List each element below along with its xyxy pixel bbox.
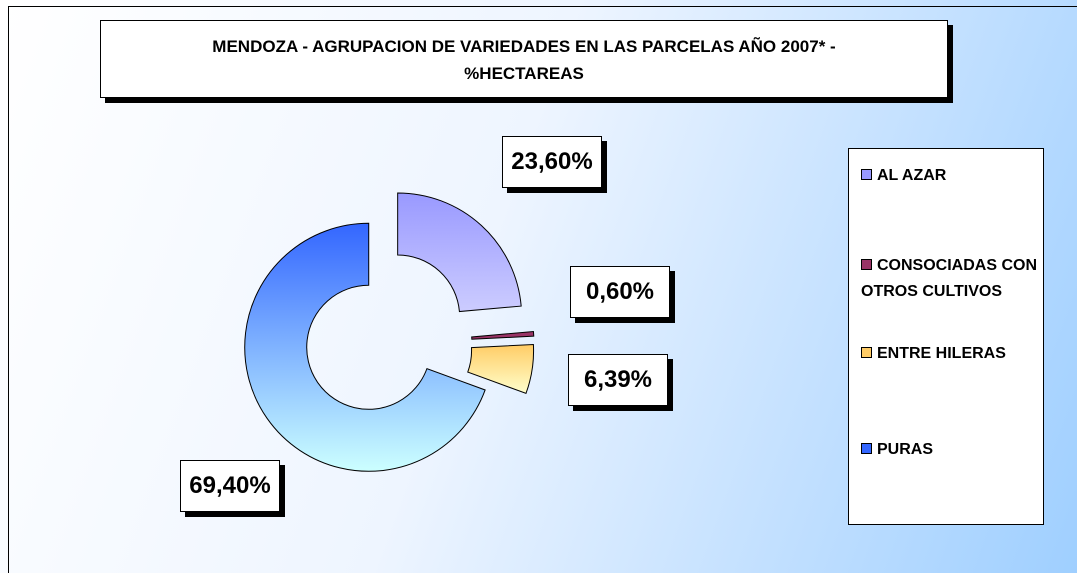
donut-slice (244, 222, 486, 472)
chart-title: MENDOZA - AGRUPACION DE VARIEDADES EN LA… (100, 20, 948, 98)
legend-label: AL AZAR (877, 167, 947, 184)
legend-swatch (861, 443, 872, 454)
legend-swatch (861, 169, 872, 180)
legend-swatch (861, 259, 872, 270)
legend-item: PURAS (861, 437, 1041, 463)
legend-item: AL AZAR (861, 163, 1041, 189)
donut-slice (397, 192, 522, 313)
legend-label: PURAS (877, 441, 934, 458)
donut-slice (471, 330, 535, 340)
legend-label: ENTRE HILERAS (877, 345, 1006, 362)
frame (8, 6, 1077, 573)
legend-label: CONSOCIADAS CON OTROS CULTIVOS (861, 257, 1038, 300)
legend-item: ENTRE HILERAS (861, 341, 1041, 367)
legend-item: CONSOCIADAS CON OTROS CULTIVOS (861, 253, 1041, 305)
donut-slice (467, 343, 535, 395)
data-label: 69,40% (180, 460, 280, 512)
data-label: 0,60% (570, 266, 670, 318)
data-label: 23,60% (502, 136, 602, 188)
legend: AL AZAR CONSOCIADAS CON OTROS CULTIVOS ENT… (848, 148, 1044, 525)
legend-swatch (861, 347, 872, 358)
data-label: 6,39% (568, 354, 668, 406)
